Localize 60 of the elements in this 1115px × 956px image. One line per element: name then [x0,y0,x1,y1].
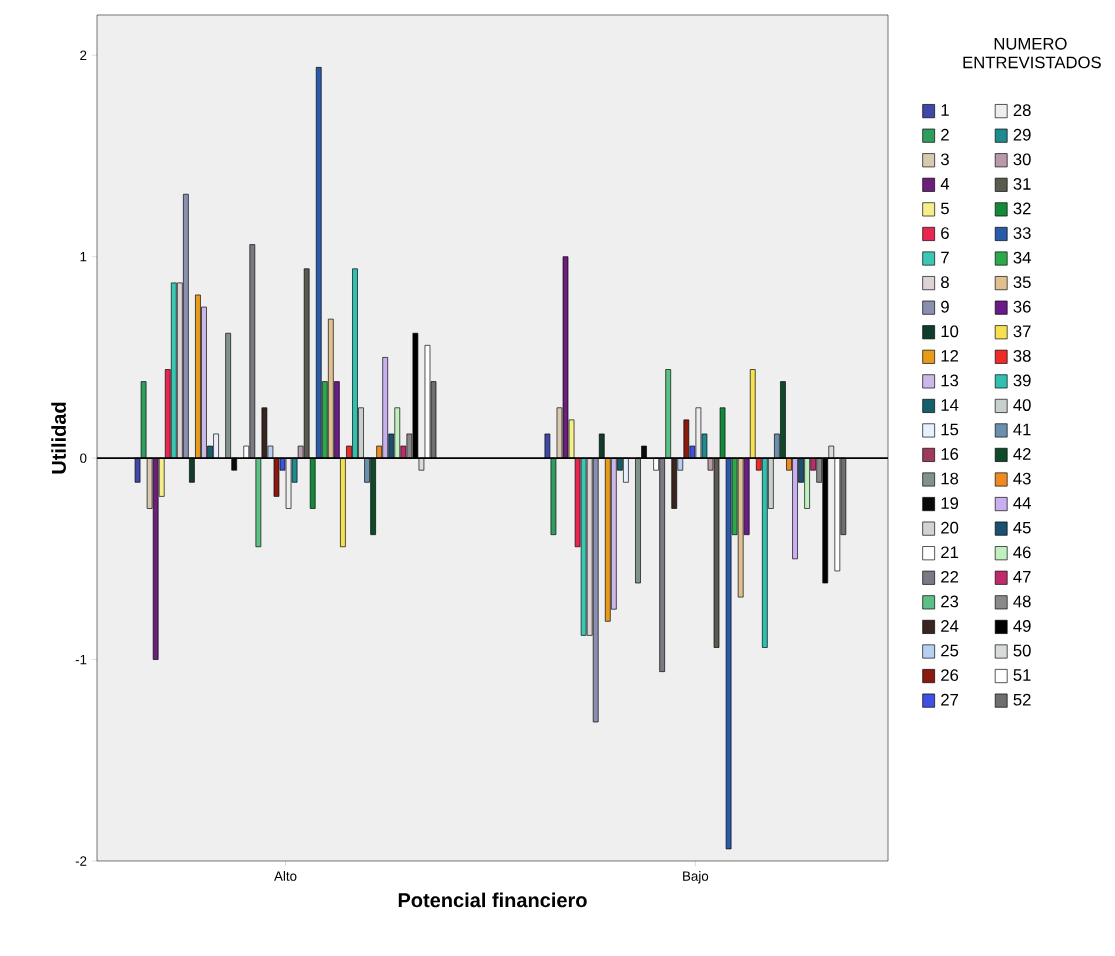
legend-label: 47 [1013,571,1031,583]
legend-label: 14 [941,399,959,411]
legend-label: 48 [1013,595,1031,608]
legend-label: 52 [1013,693,1031,706]
legend-label: 6 [941,227,949,239]
x-axis-title: Potencial financiero [398,892,587,908]
legend-label: 29 [1013,128,1031,141]
legend-label: 36 [1013,300,1031,313]
legend-label: 8 [941,276,949,289]
legend-label: 42 [1013,448,1031,460]
legend-label: 45 [1013,521,1031,534]
legend-label: 25 [941,644,959,657]
legend-title: NUMERO ENTREVISTADOS [963,37,1101,69]
legend-label: 21 [941,546,959,559]
legend-label: 18 [941,472,959,485]
legend-label: 40 [1013,399,1031,411]
legend-label: 7 [941,251,949,264]
legend-label: 32 [1013,202,1031,215]
legend-label: 26 [941,669,959,682]
legend-label: 13 [941,374,959,387]
legend-label: 2 [941,128,949,141]
legend-label: 31 [1013,178,1031,190]
legend-label: 4 [940,178,950,190]
x-tick-label: Bajo [683,871,709,884]
legend-label: 12 [941,349,959,362]
legend-label: 23 [941,595,959,608]
legend-label: 33 [1013,227,1031,239]
legend-label: 16 [941,448,959,460]
legend-label: 37 [1013,325,1031,338]
legend-label: 20 [941,521,959,534]
legend-label: 5 [940,202,949,215]
legend-label: 34 [1013,251,1031,264]
legend-label: 24 [941,620,959,632]
legend-label: 38 [1013,349,1031,362]
y-tick-label: -1 [75,654,87,665]
legend-label: 9 [941,300,949,313]
legend-label: 22 [941,570,959,583]
legend-label: 19 [941,497,959,510]
legend-label: 27 [941,693,959,706]
legend-label: 39 [1013,374,1031,387]
y-tick-label: 1 [80,252,87,262]
legend-label: 46 [1013,546,1031,559]
legend-label: 10 [941,325,959,338]
legend-label: 49 [1013,620,1031,632]
legend-label: 43 [1013,472,1031,485]
y-tick-label: 0 [80,453,87,463]
y-tick-label: -2 [75,856,87,866]
legend-label: 28 [1013,104,1031,117]
legend-label: 50 [1013,644,1031,657]
legend-label: 41 [1013,423,1031,436]
x-tick-label: Alto [274,871,297,881]
legend-label: 44 [1013,497,1031,509]
y-axis-title: Utilidad [51,402,66,474]
y-tick-label: 2 [80,50,87,60]
legend-label: 15 [941,423,959,436]
legend-label: 35 [1013,276,1031,289]
legend-label: 51 [1013,669,1031,681]
legend-label: 30 [1013,153,1031,166]
legend-label: 3 [940,153,949,166]
legend-label: 1 [941,104,949,116]
